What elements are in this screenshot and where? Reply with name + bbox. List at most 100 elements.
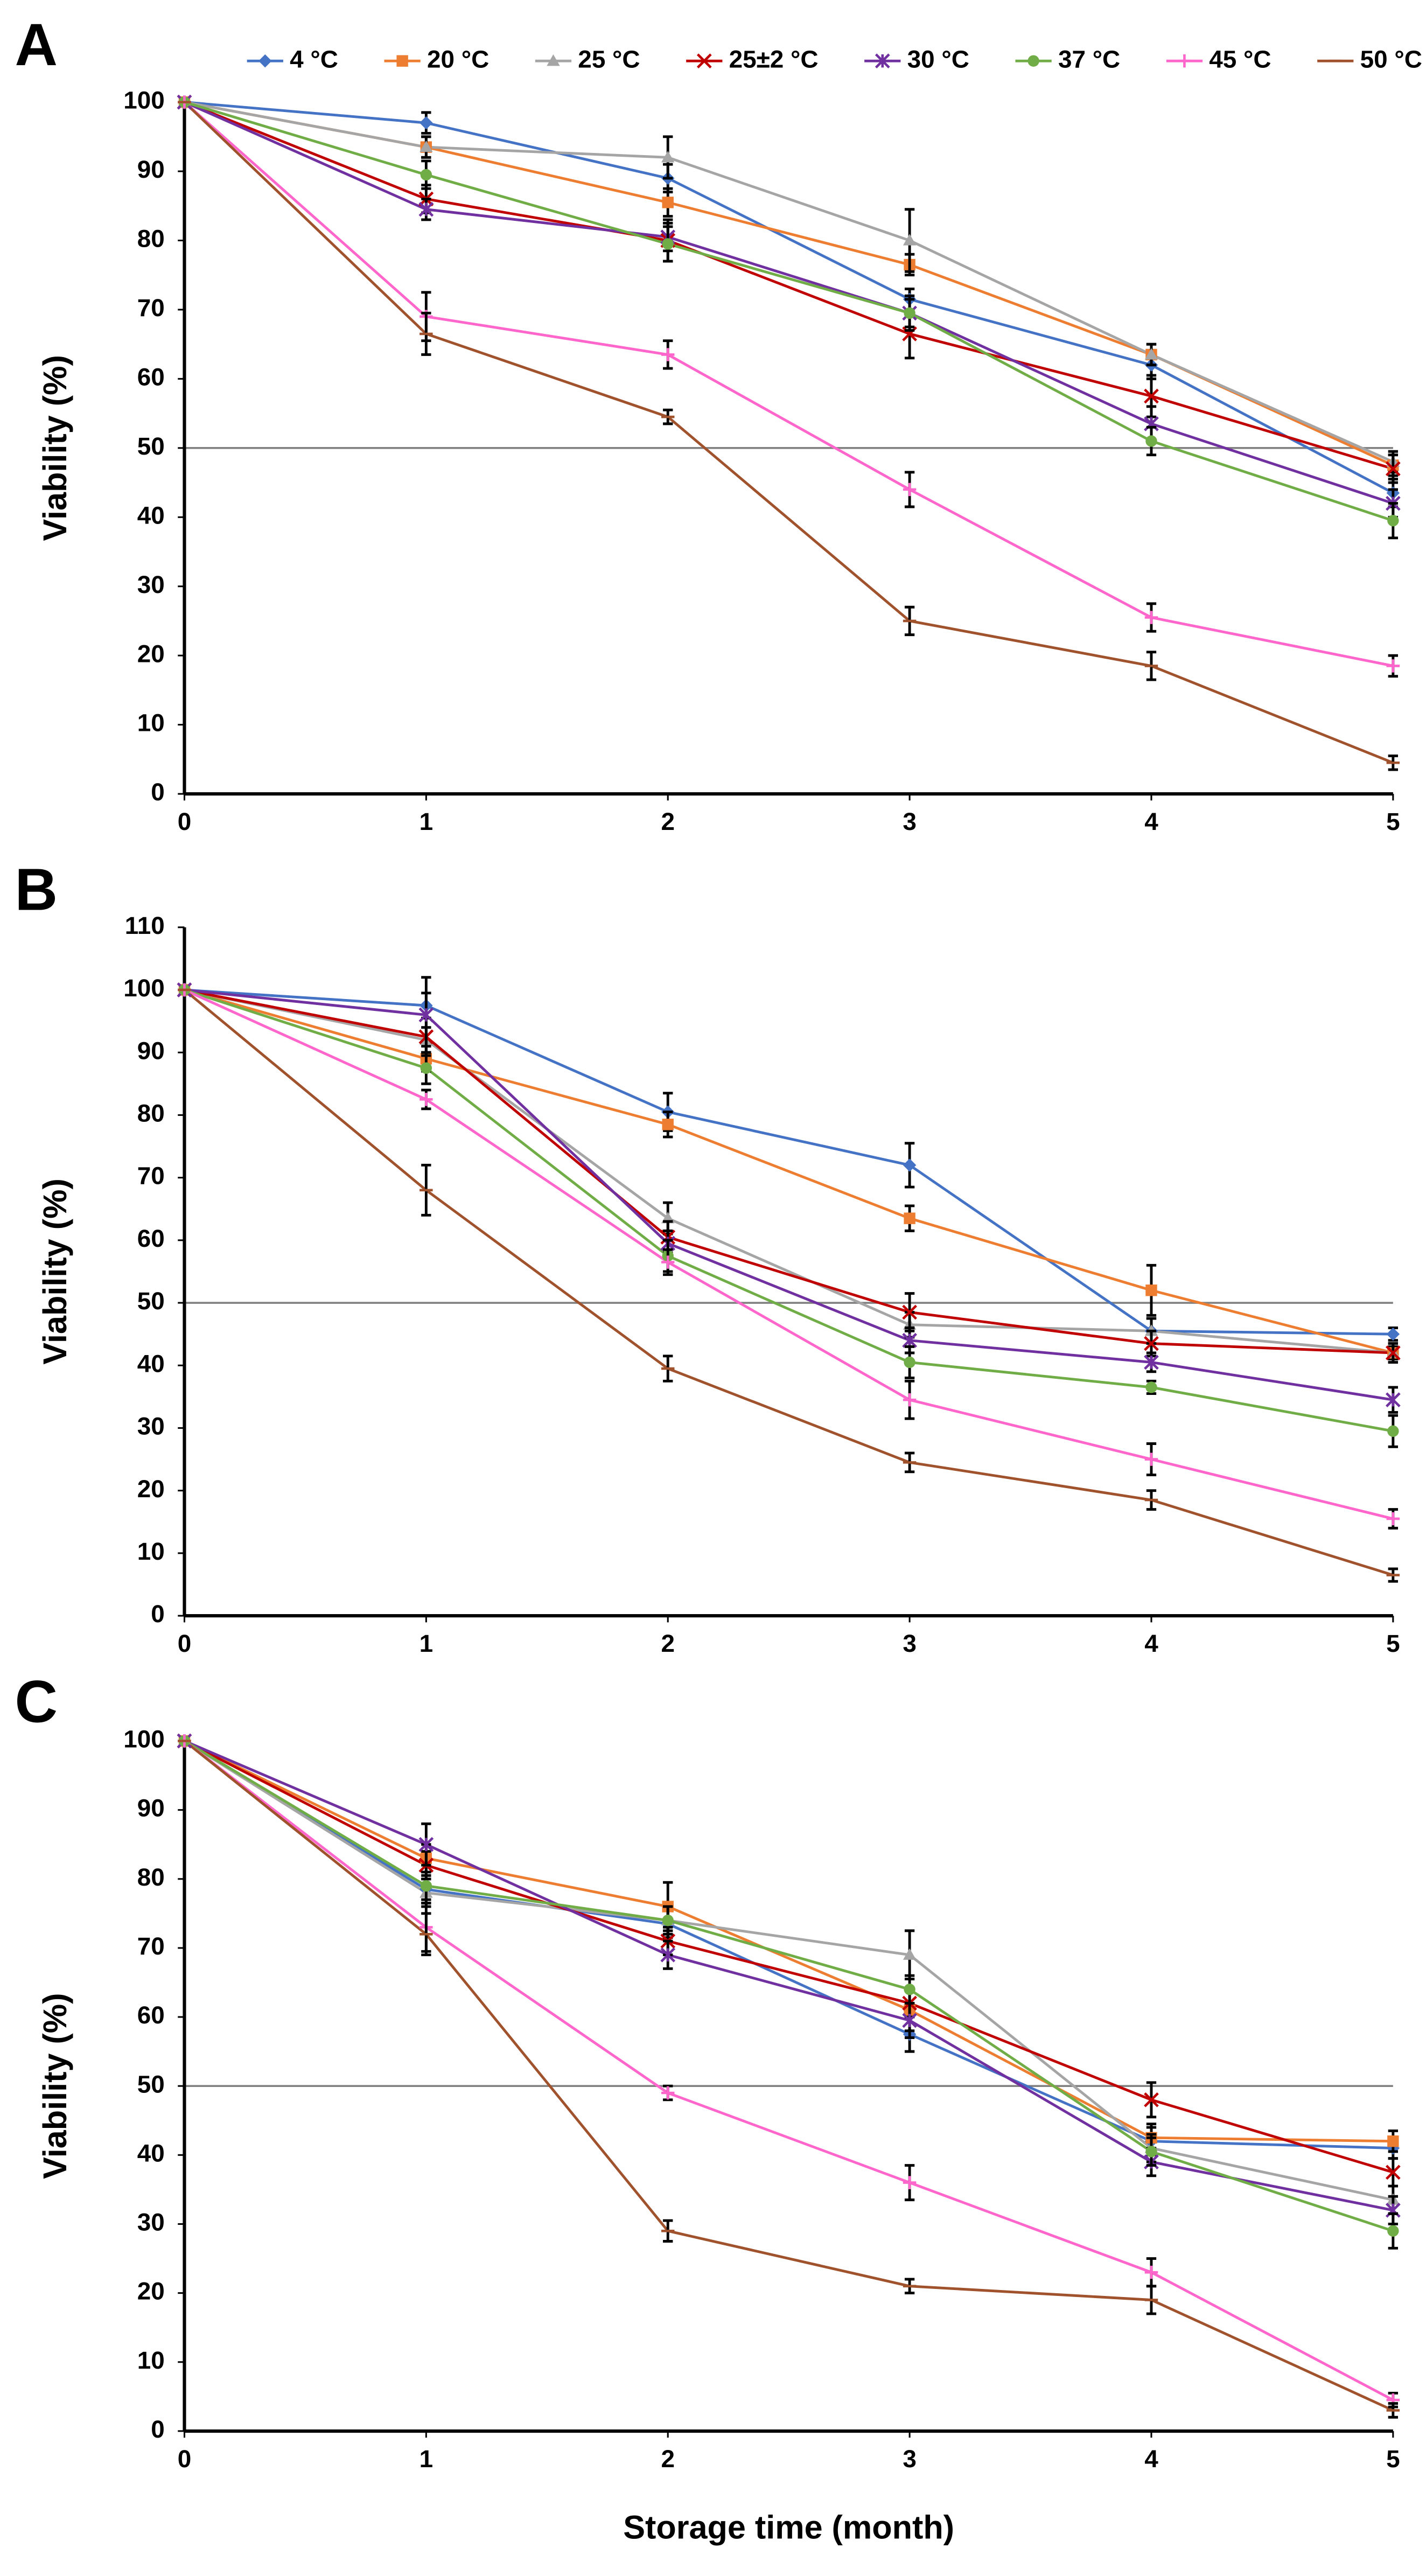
legend-label: 50 °C (1360, 45, 1422, 73)
y-tick-label: 50 (137, 1287, 165, 1315)
series: 30 °C (184, 1740, 1394, 2212)
series: 25 °C (184, 1740, 1394, 2202)
line (184, 1740, 1393, 2149)
marker (1145, 1381, 1157, 1393)
y-tick-label: 40 (137, 2139, 165, 2167)
legend-marker (696, 53, 712, 69)
x-tick-label: 1 (420, 807, 434, 835)
y-tick-label: 70 (137, 1162, 165, 1190)
series: 4 °C (184, 101, 1394, 494)
marker (904, 1356, 915, 1369)
marker (1387, 514, 1399, 527)
legend-marker (258, 54, 272, 68)
y-tick-label: 90 (137, 1794, 165, 1822)
marker (904, 1984, 915, 1995)
x-tick-label: 0 (178, 2445, 192, 2473)
marker (903, 1158, 917, 1172)
x-tick-label: 4 (1144, 807, 1158, 835)
marker (903, 483, 917, 497)
marker (1387, 1425, 1399, 1437)
marker (903, 2176, 917, 2189)
series: 37 °C (184, 1740, 1394, 2232)
series: 50 °C (183, 101, 1394, 764)
marker (1144, 1453, 1158, 1466)
y-tick-label: 40 (137, 501, 165, 529)
marker (661, 1255, 675, 1269)
y-tick-label: 20 (137, 2277, 165, 2305)
series: 45 °C (184, 988, 1394, 1520)
line (184, 1740, 1394, 2202)
legend-marker (396, 55, 408, 67)
y-tick-label: 60 (137, 1224, 165, 1252)
marker (1144, 388, 1159, 404)
marker (1144, 2265, 1158, 2279)
series: 20 °C (184, 988, 1394, 1355)
x-tick-label: 2 (661, 2445, 675, 2473)
line (184, 988, 1394, 1355)
y-tick-label: 30 (137, 570, 165, 598)
y-tick-label: 0 (151, 1600, 165, 1628)
y-tick-label: 80 (137, 1099, 165, 1127)
y-tick-label: 60 (137, 362, 165, 390)
marker (420, 116, 433, 130)
legend-label: 25 °C (578, 45, 640, 73)
y-tick-label: 90 (137, 1036, 165, 1064)
marker (1385, 2165, 1401, 2180)
line (183, 1740, 1394, 2402)
marker (1387, 2225, 1399, 2237)
marker (902, 1304, 917, 1320)
y-tick-label: 50 (137, 2070, 165, 2098)
marker (1144, 348, 1158, 360)
line (184, 101, 1394, 463)
marker (1386, 659, 1400, 673)
series: 50 °C (183, 1740, 1394, 2412)
marker (662, 238, 674, 250)
series: 45 °C (183, 1740, 1394, 2402)
marker (1386, 1512, 1400, 1526)
y-tick-label: 10 (137, 709, 165, 737)
y-tick-label: 10 (137, 2346, 165, 2374)
line (184, 1740, 1393, 2143)
marker (1145, 1284, 1157, 1296)
legend-label: 45 °C (1209, 45, 1271, 73)
y-tick-label: 30 (137, 1412, 165, 1440)
marker (903, 234, 917, 246)
legend-label: 30 °C (907, 45, 969, 73)
marker (902, 1332, 917, 1348)
line (184, 101, 1394, 505)
legend-marker (547, 54, 560, 66)
series: 4 °C (184, 988, 1393, 1336)
y-tick-label: 90 (137, 155, 165, 183)
marker (661, 151, 675, 163)
x-tick-label: 5 (1386, 2445, 1400, 2473)
line (184, 101, 1394, 494)
marker (903, 1948, 917, 1960)
marker (1144, 611, 1158, 624)
y-axis-title: Viability (%) (37, 1993, 73, 2179)
legend-label: 37 °C (1058, 45, 1120, 73)
line (183, 989, 1394, 1576)
line (184, 101, 1394, 470)
line (184, 1740, 1394, 2174)
marker (662, 1119, 674, 1130)
x-axis-title: Storage time (month) (623, 2509, 954, 2546)
marker (1144, 2092, 1159, 2107)
marker (1386, 1327, 1400, 1341)
series: 45 °C (183, 101, 1394, 667)
y-tick-label: 30 (137, 2208, 165, 2236)
marker (904, 307, 915, 319)
y-tick-label: 20 (137, 1475, 165, 1503)
line (184, 988, 1393, 1336)
y-tick-label: 40 (137, 1349, 165, 1377)
y-tick-label: 80 (137, 1863, 165, 1891)
marker (660, 1947, 676, 1963)
legend-marker (875, 53, 890, 69)
marker (1385, 1392, 1401, 1408)
marker (1144, 1336, 1159, 1351)
y-tick-label: 20 (137, 639, 165, 667)
series: 37 °C (184, 988, 1394, 1433)
marker (418, 1007, 434, 1023)
y-tick-label: 0 (151, 2415, 165, 2443)
marker (1385, 1345, 1401, 1360)
